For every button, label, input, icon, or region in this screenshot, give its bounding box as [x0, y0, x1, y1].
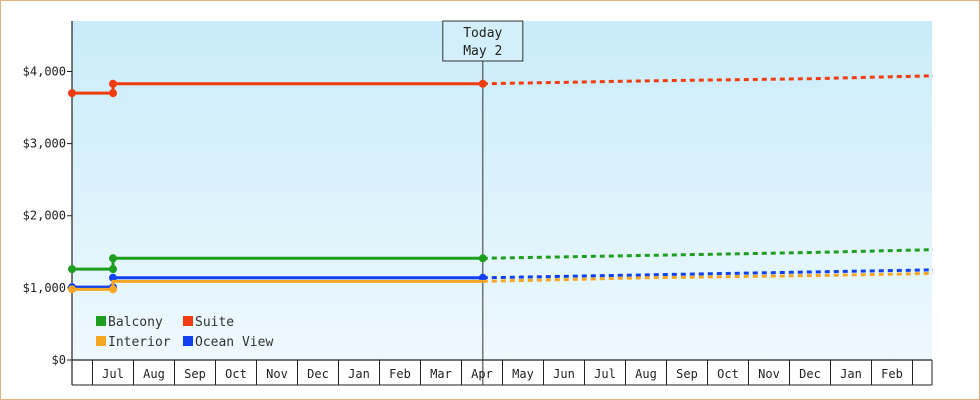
x-tick-label: Feb [389, 367, 411, 381]
series-line-suite [72, 82, 483, 95]
x-tick-label: Nov [758, 367, 780, 381]
series-forecast-ocean-view [482, 268, 934, 280]
x-tick-label: Sep [676, 367, 698, 381]
y-tick-label: $3,000 [23, 137, 66, 151]
x-tick-label: Jul [102, 367, 124, 381]
x-tick-label: Jun [553, 367, 575, 381]
legend-swatch-balcony [96, 316, 106, 326]
legend: Balcony Suite Interior Ocean View [96, 315, 273, 350]
x-tick-label: Feb [881, 367, 903, 381]
series-forecast-balcony [482, 248, 934, 260]
x-tick-label: Nov [266, 367, 288, 381]
data-point-suite [478, 79, 487, 88]
series-forecast-suite [482, 74, 934, 86]
legend-swatch-ocean-view [183, 336, 193, 346]
legend-label-balcony: Balcony [108, 315, 163, 330]
data-point-balcony [478, 254, 487, 263]
y-tick-label: $1,000 [23, 281, 66, 295]
series-line-balcony [72, 256, 483, 271]
data-point-ocean-view [478, 273, 487, 282]
data-point-ocean-view [109, 273, 117, 282]
data-point-suite [109, 89, 117, 98]
x-tick-label: Aug [635, 367, 657, 381]
x-tick-label: Jan [348, 367, 370, 381]
data-point-suite [68, 89, 76, 98]
series-forecast-interior [482, 271, 934, 283]
x-tick-label: Oct [225, 367, 247, 381]
data-point-interior [68, 285, 76, 294]
legend-label-ocean-view: Ocean View [195, 335, 273, 350]
x-tick-label: Mar [430, 367, 452, 381]
y-tick-label: $0 [52, 353, 66, 367]
x-tick-label: Jul [594, 367, 616, 381]
legend-swatch-interior [96, 336, 106, 346]
x-tick-label: Sep [184, 367, 206, 381]
legend-label-suite: Suite [195, 315, 234, 330]
legend-label-interior: Interior [108, 335, 171, 350]
x-tick-label: Oct [717, 367, 739, 381]
x-tick-label: Dec [307, 367, 329, 381]
x-tick-label: Dec [799, 367, 821, 381]
data-point-interior [109, 285, 117, 294]
x-axis: Jul Aug Sep Oct Nov Dec Jan Feb Mar Apr May Jun Jul A… [71, 359, 933, 386]
data-point-balcony [68, 265, 76, 274]
x-tick-label: Apr [471, 367, 493, 381]
today-date: May 2 [463, 44, 502, 59]
x-tick-label: Jan [840, 367, 862, 381]
today-label-box [442, 20, 524, 62]
today-label: Today [463, 26, 502, 41]
data-point-balcony [109, 254, 117, 263]
data-point-suite [109, 79, 117, 88]
legend-swatch-suite [183, 316, 193, 326]
y-axis: $0 $1,000 $2,000 $3,000 $4,000 [23, 21, 73, 385]
x-tick-label: May [512, 367, 534, 381]
today-marker: Today May 2 [442, 20, 524, 385]
data-point-balcony [109, 265, 117, 274]
y-tick-label: $2,000 [23, 209, 66, 223]
series-layer [68, 74, 934, 294]
x-tick-label: Aug [143, 367, 165, 381]
y-tick-label: $4,000 [23, 64, 66, 78]
plot-area [72, 21, 932, 360]
